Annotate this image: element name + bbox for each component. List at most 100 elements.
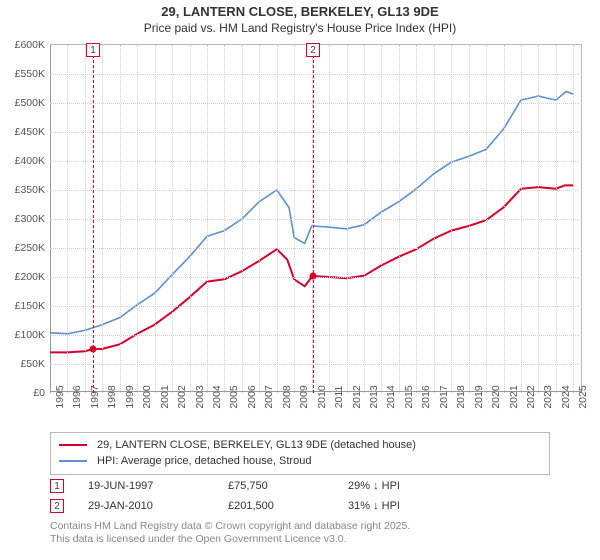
footer-line-2: This data is licensed under the Open Gov… — [50, 533, 410, 546]
title-block: 29, LANTERN CLOSE, BERKELEY, GL13 9DE Pr… — [0, 0, 600, 35]
sale-marker-dot — [310, 273, 317, 280]
x-axis-tick-label: 2010 — [316, 385, 328, 408]
gridline-vertical — [102, 45, 103, 393]
x-axis-tick-label: 2025 — [577, 385, 589, 408]
gridline-vertical — [67, 45, 68, 393]
sales-row-price: £201,500 — [228, 500, 348, 512]
gridline-vertical — [538, 45, 539, 393]
legend-item: HPI: Average price, detached house, Stro… — [59, 453, 541, 469]
y-axis-tick-label: £250K — [1, 242, 45, 254]
gridline-vertical — [364, 45, 365, 393]
gridline-vertical — [277, 45, 278, 393]
legend-swatch — [59, 460, 87, 462]
gridline-vertical — [347, 45, 348, 393]
sales-row-date: 29-JAN-2010 — [88, 500, 228, 512]
gridline-horizontal — [50, 306, 582, 307]
x-axis-tick-label: 2001 — [159, 385, 171, 408]
gridline-vertical — [434, 45, 435, 393]
sales-row-price: £75,750 — [228, 480, 348, 492]
x-axis-tick-label: 2018 — [455, 385, 467, 408]
x-axis-tick-label: 2021 — [508, 385, 520, 408]
y-axis-tick-label: £100K — [1, 329, 45, 341]
gridline-vertical — [207, 45, 208, 393]
y-axis-tick-label: £400K — [1, 155, 45, 167]
gridline-vertical — [416, 45, 417, 393]
legend-label: HPI: Average price, detached house, Stro… — [97, 455, 311, 467]
sales-row-delta: 31% ↓ HPI — [348, 500, 400, 512]
gridline-vertical — [504, 45, 505, 393]
gridline-vertical — [469, 45, 470, 393]
gridline-vertical — [85, 45, 86, 393]
x-axis-tick-label: 2024 — [560, 385, 572, 408]
gridline-horizontal — [50, 190, 582, 191]
chart-area: £0£50K£100K£150K£200K£250K£300K£350K£400… — [50, 44, 582, 392]
x-axis-tick-label: 2016 — [420, 385, 432, 408]
x-axis-tick-label: 1999 — [124, 385, 136, 408]
x-axis-tick-label: 2022 — [525, 385, 537, 408]
gridline-horizontal — [50, 161, 582, 162]
gridline-horizontal — [50, 132, 582, 133]
gridline-horizontal — [50, 74, 582, 75]
sales-row-delta: 29% ↓ HPI — [348, 480, 400, 492]
x-axis-tick-label: 2009 — [298, 385, 310, 408]
sales-table-row: 229-JAN-2010£201,50031% ↓ HPI — [50, 496, 400, 516]
x-axis-tick-label: 1995 — [54, 385, 66, 408]
gridline-vertical — [137, 45, 138, 393]
x-axis-tick-label: 2006 — [246, 385, 258, 408]
y-axis-tick-label: £350K — [1, 184, 45, 196]
gridline-vertical — [486, 45, 487, 393]
legend: 29, LANTERN CLOSE, BERKELEY, GL13 9DE (d… — [50, 432, 550, 475]
gridline-vertical — [172, 45, 173, 393]
plot-region: £0£50K£100K£150K£200K£250K£300K£350K£400… — [50, 44, 582, 392]
gridline-vertical — [224, 45, 225, 393]
sale-marker-index-box: 2 — [306, 43, 320, 57]
y-axis-tick-label: £500K — [1, 97, 45, 109]
gridline-horizontal — [50, 364, 582, 365]
chart-container: 29, LANTERN CLOSE, BERKELEY, GL13 9DE Pr… — [0, 0, 600, 560]
x-axis-tick-label: 2019 — [473, 385, 485, 408]
chart-subtitle: Price paid vs. HM Land Registry's House … — [0, 21, 600, 35]
x-axis-tick-label: 2011 — [333, 386, 345, 409]
legend-label: 29, LANTERN CLOSE, BERKELEY, GL13 9DE (d… — [97, 439, 416, 451]
gridline-vertical — [381, 45, 382, 393]
y-axis-tick-label: £150K — [1, 300, 45, 312]
x-axis-tick-label: 2013 — [368, 385, 380, 408]
x-axis-tick-label: 2005 — [228, 385, 240, 408]
gridline-vertical — [242, 45, 243, 393]
y-axis-tick-label: £50K — [1, 358, 45, 370]
x-axis-tick-label: 2002 — [176, 385, 188, 408]
gridline-vertical — [155, 45, 156, 393]
gridline-vertical — [556, 45, 557, 393]
sale-marker-line — [313, 45, 314, 393]
gridline-horizontal — [50, 103, 582, 104]
x-axis-tick-label: 1996 — [71, 385, 83, 408]
x-axis-tick-label: 2023 — [542, 385, 554, 408]
gridline-vertical — [294, 45, 295, 393]
gridline-horizontal — [50, 248, 582, 249]
chart-title: 29, LANTERN CLOSE, BERKELEY, GL13 9DE — [0, 4, 600, 19]
x-axis-tick-label: 2007 — [263, 385, 275, 408]
x-axis-tick-label: 2008 — [281, 385, 293, 408]
gridline-vertical — [573, 45, 574, 393]
gridline-horizontal — [50, 335, 582, 336]
x-axis-tick-label: 2003 — [194, 385, 206, 408]
footer-attribution: Contains HM Land Registry data © Crown c… — [50, 520, 410, 546]
x-axis-tick-label: 2000 — [141, 385, 153, 408]
x-axis-tick-label: 2014 — [385, 385, 397, 408]
gridline-vertical — [451, 45, 452, 393]
y-axis-tick-label: £550K — [1, 68, 45, 80]
legend-swatch — [59, 444, 87, 446]
x-axis-tick-label: 1998 — [106, 385, 118, 408]
x-axis-tick-label: 1997 — [89, 385, 101, 408]
gridline-horizontal — [50, 219, 582, 220]
y-axis-tick-label: £200K — [1, 271, 45, 283]
sale-marker-line — [93, 45, 94, 393]
x-axis-tick-label: 2004 — [211, 385, 223, 408]
footer-line-1: Contains HM Land Registry data © Crown c… — [50, 520, 410, 533]
y-axis-tick-label: £600K — [1, 39, 45, 51]
sales-row-index-box: 1 — [50, 479, 64, 493]
y-axis-tick-label: £300K — [1, 213, 45, 225]
sale-marker-index-box: 1 — [86, 43, 100, 57]
y-axis-tick-label: £450K — [1, 126, 45, 138]
gridline-vertical — [521, 45, 522, 393]
